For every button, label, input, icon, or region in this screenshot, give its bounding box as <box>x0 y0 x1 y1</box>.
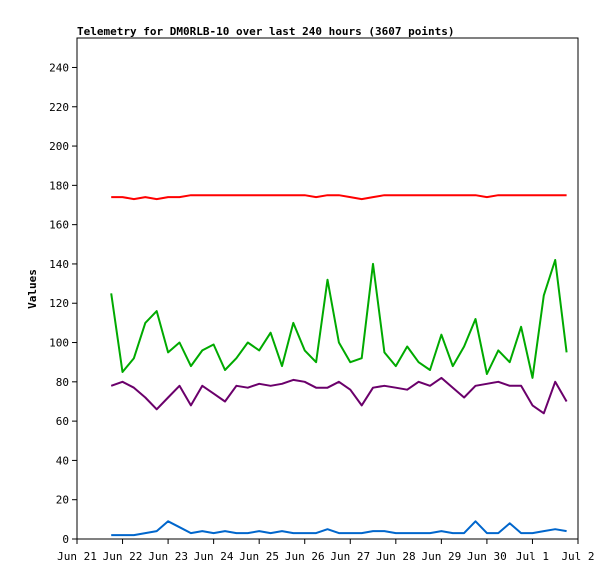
y-tick-label: 20 <box>56 494 69 507</box>
series-line-4 <box>111 520 567 537</box>
x-tick-label: Jul 2 <box>561 550 594 563</box>
y-tick-label: 240 <box>49 61 69 74</box>
y-tick-label: 0 <box>62 533 69 546</box>
y-tick-label: 220 <box>49 101 69 114</box>
y-tick-label: 180 <box>49 179 69 192</box>
x-axis: Jun 21 Jun 22 Jun 23 Jun 24 Jun 25 Jun 26 Jun … <box>57 539 595 563</box>
y-axis-label: Values <box>26 269 39 309</box>
x-tick-label: Jun 29 <box>421 550 461 563</box>
x-tick-label: Jun 30 <box>467 550 507 563</box>
x-tick-label: Jun 28 <box>376 550 416 563</box>
series-line-3 <box>110 376 568 415</box>
x-tick-label: Jun 24 <box>194 550 234 563</box>
y-tick-label: 200 <box>49 140 69 153</box>
series-line-1 <box>111 194 567 201</box>
y-tick-label: 160 <box>49 219 69 232</box>
series-line-2 <box>110 259 568 379</box>
series-layer <box>110 194 568 537</box>
y-axis: 0 20 40 60 80 100 120 140 160 180 200 220 240 <box>49 61 77 546</box>
y-tick-label: 80 <box>56 376 69 389</box>
y-tick-label: 60 <box>56 415 69 428</box>
y-tick-label: 140 <box>49 258 69 271</box>
x-tick-label: Jun 22 <box>103 550 143 563</box>
y-tick-label: 120 <box>49 297 69 310</box>
plot-frame <box>76 37 579 540</box>
x-tick-label: Jun 23 <box>148 550 188 563</box>
y-tick-label: 40 <box>56 454 69 467</box>
x-tick-label: Jul 1 <box>516 550 549 563</box>
x-tick-label: Jun 27 <box>330 550 370 563</box>
x-tick-label: Jun 26 <box>285 550 325 563</box>
y-tick-label: 100 <box>49 337 69 350</box>
x-tick-label: Jun 25 <box>239 550 279 563</box>
x-tick-label: Jun 21 <box>57 550 97 563</box>
chart-title: Telemetry for DM0RLB-10 over last 240 ho… <box>77 25 455 38</box>
